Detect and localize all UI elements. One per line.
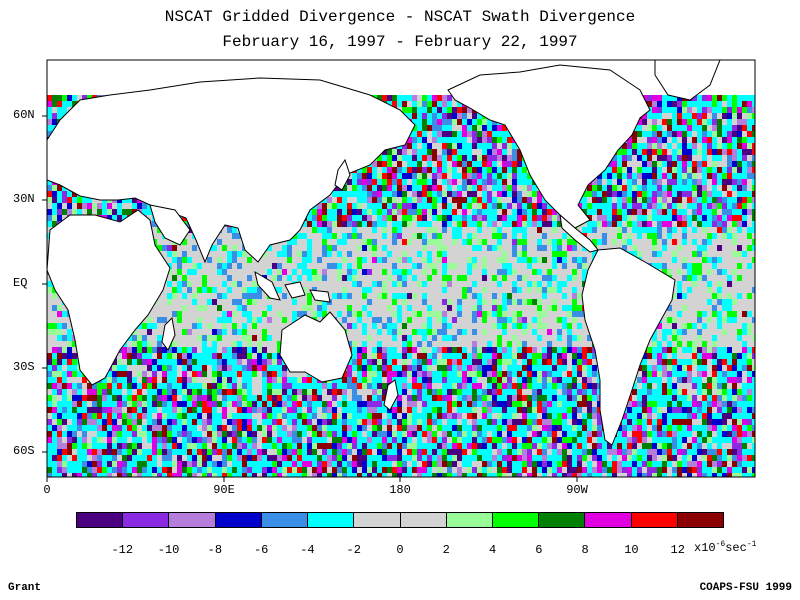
color-scale-cell [215, 513, 262, 527]
japan-islands [334, 158, 351, 191]
lat-label-60n: 60N [13, 108, 35, 122]
color-scale-unit: x10-6sec-1 [694, 540, 756, 555]
organization-credit: COAPS-FSU 1999 [699, 582, 792, 594]
color-scale-cell [585, 513, 632, 527]
africa-landmass [47, 209, 171, 386]
color-scale-tick-label: -2 [346, 543, 361, 557]
lat-label-eq: EQ [13, 276, 28, 290]
color-scale-bar [76, 512, 724, 528]
indonesia-islands [254, 270, 331, 303]
color-scale-tick-label: 6 [535, 543, 543, 557]
color-scale-tick-label: -6 [253, 543, 269, 557]
lon-ticks [46, 477, 578, 482]
lat-label-30s: 30S [13, 360, 35, 374]
color-scale-cell [400, 513, 447, 527]
color-scale-cell [354, 513, 401, 527]
color-scale-cell [261, 513, 309, 527]
color-scale-cell [539, 513, 586, 527]
lat-label-30n: 30N [13, 192, 35, 206]
eurasia-landmass [47, 77, 416, 264]
color-scale-cell [677, 513, 724, 527]
color-scale-cell [631, 513, 678, 527]
madagascar-island [161, 316, 176, 351]
lon-label-180: 180 [389, 483, 411, 497]
new-zealand-islands [383, 379, 399, 411]
land-masses [47, 60, 755, 477]
map-frame [46, 59, 756, 478]
color-scale-tick-label: -8 [207, 543, 223, 557]
australia-landmass [279, 311, 353, 383]
lon-label-0: 0 [43, 483, 51, 497]
unit-exponent-2: -1 [746, 540, 757, 549]
color-scale-cell [308, 513, 355, 527]
lat-label-60s: 60S [13, 444, 35, 458]
color-scale-tick-label: -10 [157, 543, 180, 557]
greenland-landmass [654, 60, 721, 101]
lat-ticks [42, 115, 47, 453]
color-scale-tick-label: -12 [111, 543, 134, 557]
unit-exponent: -6 [715, 540, 726, 549]
lon-label-90w: 90W [566, 483, 588, 497]
north-america-landmass [447, 64, 651, 229]
color-scale-cell [492, 513, 540, 527]
color-scale-tick-label: 4 [488, 543, 497, 557]
arabia-landmass [149, 204, 191, 246]
color-scale-tick-label: 10 [624, 543, 639, 557]
color-scale-tick-label: 0 [396, 543, 404, 557]
color-scale-cell [446, 513, 493, 527]
color-scale-tick-label: -4 [300, 543, 315, 557]
central-america-landmass [559, 213, 599, 253]
author-credit: Grant [8, 582, 42, 594]
color-scale-cell [123, 513, 170, 527]
unit-prefix: x10 [694, 541, 716, 555]
map-date-range: February 16, 1997 - February 22, 1997 [222, 33, 578, 51]
color-scale-cell [77, 513, 124, 527]
color-scale-tick-label: 8 [581, 543, 589, 557]
lon-label-90e: 90E [213, 483, 235, 497]
south-america-landmass [581, 247, 676, 446]
map-title: NSCAT Gridded Divergence - NSCAT Swath D… [164, 8, 636, 26]
color-scale-cell [169, 513, 216, 527]
unit-seconds: sec [725, 541, 747, 555]
color-scale-tick-label: 12 [670, 543, 685, 557]
color-scale-tick-label: 2 [442, 543, 450, 557]
